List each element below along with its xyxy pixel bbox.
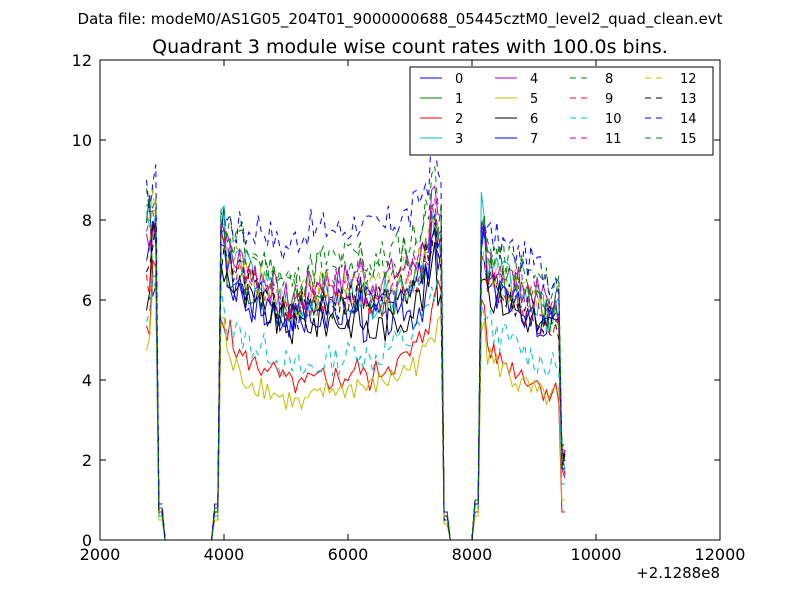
x-tick-label: 8000: [452, 545, 493, 564]
legend-box: [409, 66, 714, 156]
legend-label-2: 2: [455, 112, 463, 127]
x-axis-offset-label: +2.1288e8: [636, 564, 720, 582]
y-tick-label: 6: [82, 291, 92, 310]
legend-label-15: 15: [680, 132, 697, 147]
y-tick-label: 0: [82, 531, 92, 550]
series-11-line: [146, 198, 566, 540]
series-9-line: [146, 206, 566, 540]
y-tick-label: 12: [72, 51, 92, 70]
x-tick-label: 12000: [695, 545, 746, 564]
legend-label-10: 10: [605, 112, 622, 127]
y-tick-label: 2: [82, 451, 92, 470]
y-tick-label: 10: [72, 131, 92, 150]
series-14-line: [146, 123, 566, 540]
x-tick-label: 4000: [204, 545, 245, 564]
x-tick-label: 10000: [571, 545, 622, 564]
y-tick-label: 4: [82, 371, 92, 390]
legend-label-5: 5: [530, 92, 538, 107]
series-8-line: [146, 188, 566, 540]
legend-label-13: 13: [680, 92, 697, 107]
chart-title: Quadrant 3 module wise count rates with …: [152, 36, 668, 58]
legend-label-1: 1: [455, 92, 463, 107]
legend-label-6: 6: [530, 112, 538, 127]
legend-label-11: 11: [605, 132, 622, 147]
legend-label-4: 4: [530, 72, 538, 87]
series-15-line: [146, 166, 566, 540]
legend-label-7: 7: [530, 132, 538, 147]
legend-label-8: 8: [605, 72, 613, 87]
legend-label-12: 12: [680, 72, 697, 87]
series-7-line: [146, 221, 566, 540]
series-13-line: [146, 218, 566, 540]
x-tick-label: 6000: [328, 545, 369, 564]
legend-label-0: 0: [455, 72, 463, 87]
data-file-label: Data file: modeM0/AS1G05_204T01_90000006…: [78, 10, 723, 29]
legend-label-3: 3: [455, 132, 463, 147]
series-10-line: [146, 267, 565, 540]
series-5-line: [146, 284, 565, 540]
y-tick-label: 8: [82, 211, 92, 230]
legend-label-9: 9: [605, 92, 613, 107]
x-tick-label: 2000: [80, 545, 121, 564]
legend-label-14: 14: [680, 112, 697, 127]
